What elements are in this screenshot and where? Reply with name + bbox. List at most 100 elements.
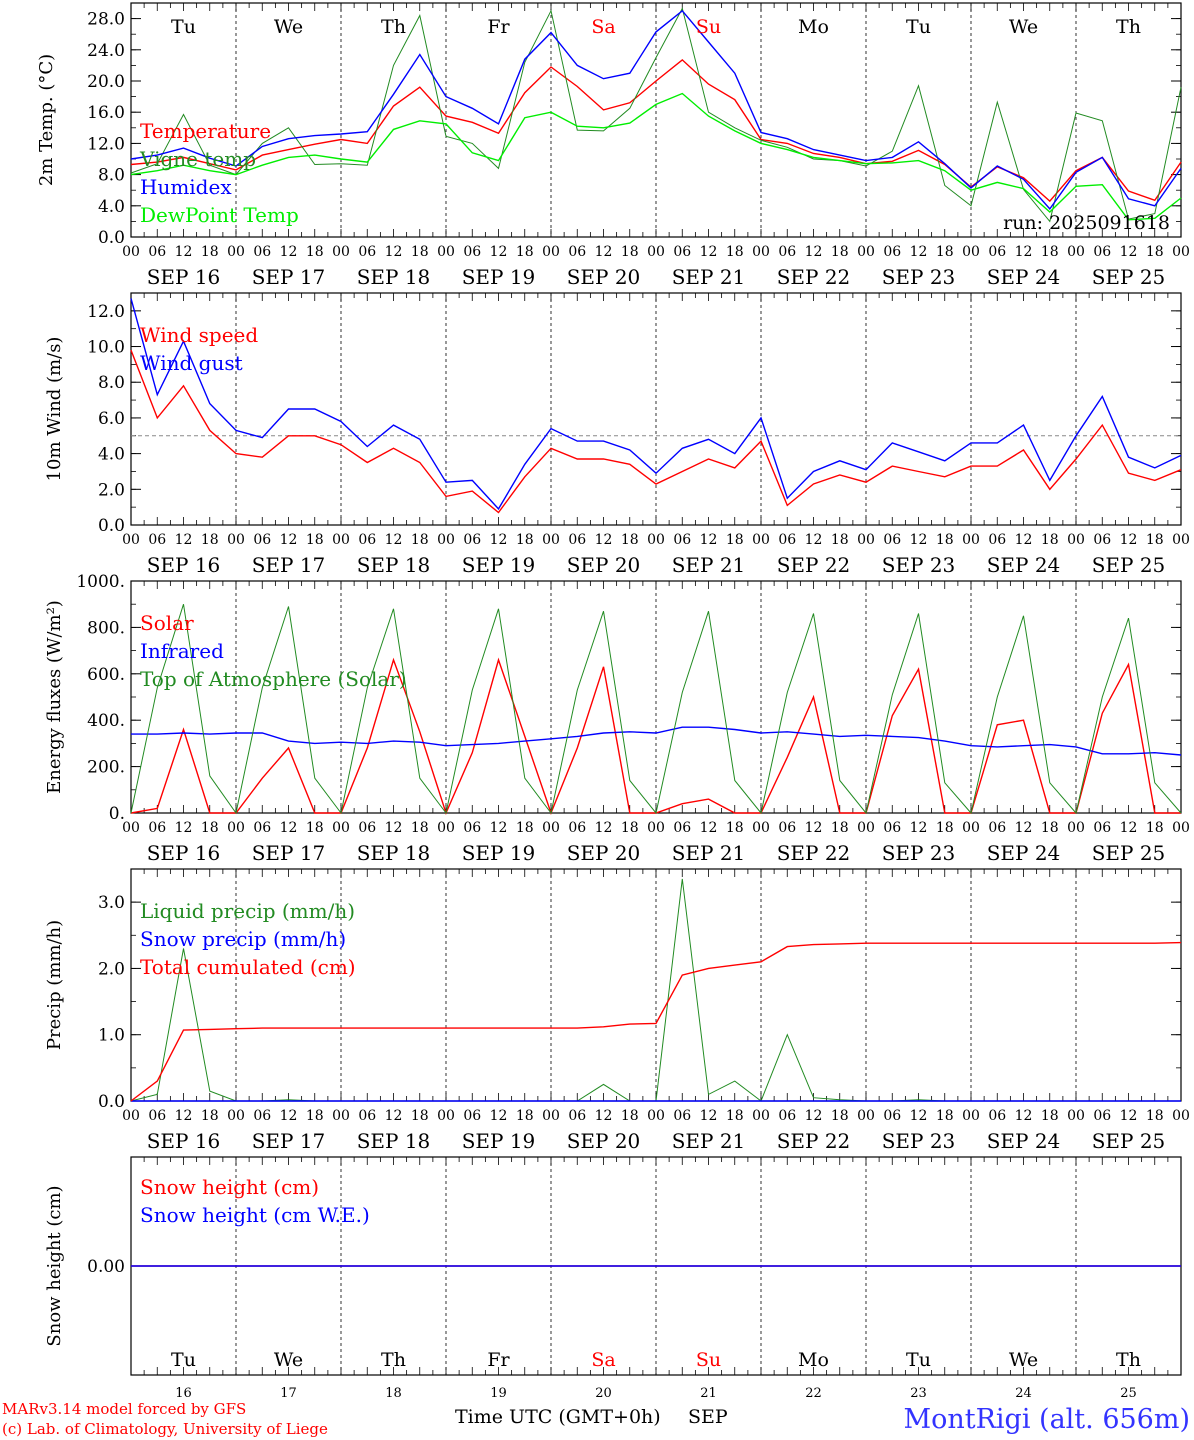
date-label: SEP 21 <box>672 553 746 577</box>
hour-label: 00 <box>1067 532 1085 548</box>
hour-label: 18 <box>1041 244 1059 260</box>
legend-entry: Snow height (cm) <box>140 1175 319 1199</box>
date-label: SEP 24 <box>987 1129 1061 1153</box>
hour-label: 18 <box>306 244 324 260</box>
day-number-label: 20 <box>595 1386 612 1401</box>
y-tick-label: 8.0 <box>98 166 125 186</box>
y-axis-label: Snow height (cm) <box>44 1185 65 1346</box>
series-line-3 <box>130 941 1182 1102</box>
hour-label: 00 <box>752 820 770 836</box>
hour-label: 12 <box>385 532 403 548</box>
hour-label: 06 <box>463 244 481 260</box>
hour-label: 12 <box>595 244 613 260</box>
hour-label: 00 <box>437 532 455 548</box>
hour-label: 12 <box>595 820 613 836</box>
date-label: SEP 24 <box>987 841 1061 865</box>
weekday-label: Sa <box>591 1349 615 1371</box>
y-tick-label: 800. <box>87 618 125 638</box>
y-tick-label: 1.0 <box>98 1026 125 1046</box>
legend-entry: Wind gust <box>140 351 243 375</box>
hour-label: 12 <box>1015 532 1033 548</box>
series-line-3 <box>130 604 1182 815</box>
hour-label: 06 <box>883 532 901 548</box>
day-number-label: 21 <box>700 1386 717 1401</box>
hour-label: 18 <box>936 1108 954 1124</box>
hour-label: 06 <box>883 244 901 260</box>
hour-label: 12 <box>385 1108 403 1124</box>
hour-label: 00 <box>332 1108 350 1124</box>
hour-label: 18 <box>726 532 744 548</box>
hour-label: 00 <box>227 532 245 548</box>
hour-label: 06 <box>988 820 1006 836</box>
y-axis-label: 10m Wind (m/s) <box>44 337 65 482</box>
hour-label: 06 <box>883 820 901 836</box>
y-tick-label: 28.0 <box>87 10 125 30</box>
date-label: SEP 17 <box>252 553 326 577</box>
date-label: SEP 21 <box>672 1129 746 1153</box>
hour-label: 00 <box>647 820 665 836</box>
date-label: SEP 16 <box>147 265 221 289</box>
legend-entry: Snow height (cm W.E.) <box>140 1203 370 1227</box>
hour-label: 12 <box>1120 244 1138 260</box>
hour-label: 06 <box>568 244 586 260</box>
date-label: SEP 18 <box>357 553 431 577</box>
hour-label: 00 <box>437 1108 455 1124</box>
hour-label: 12 <box>1120 532 1138 548</box>
hour-label: 12 <box>280 1108 298 1124</box>
date-label: SEP 16 <box>147 841 221 865</box>
hour-label: 18 <box>621 1108 639 1124</box>
hour-label: 12 <box>700 820 718 836</box>
date-label: SEP 21 <box>672 265 746 289</box>
hour-label: 12 <box>910 532 928 548</box>
hour-label: 00 <box>1067 244 1085 260</box>
hour-label: 00 <box>647 1108 665 1124</box>
date-label: SEP 23 <box>882 265 956 289</box>
hour-label: 18 <box>621 532 639 548</box>
hour-label: 00 <box>857 1108 875 1124</box>
y-tick-label: 10.0 <box>87 338 125 358</box>
legend-entry: Humidex <box>140 175 232 199</box>
hour-label: 18 <box>726 244 744 260</box>
series-line-2 <box>131 726 1182 756</box>
legend-entry: Total cumulated (cm) <box>140 955 356 979</box>
hour-label: 00 <box>332 244 350 260</box>
y-tick-label: 0. <box>109 804 125 824</box>
y-tick-label: 200. <box>87 758 125 778</box>
hour-label: 00 <box>962 532 980 548</box>
hour-label: 06 <box>358 1108 376 1124</box>
y-tick-label: 0.00 <box>87 1257 125 1277</box>
hour-label: 00 <box>542 820 560 836</box>
hour-label: 06 <box>253 820 271 836</box>
date-label: SEP 19 <box>462 553 536 577</box>
hour-label: 18 <box>201 1108 219 1124</box>
hour-label: 18 <box>1041 532 1059 548</box>
date-label: SEP 17 <box>252 1129 326 1153</box>
y-tick-label: 2.0 <box>98 480 125 500</box>
hour-label: 18 <box>936 820 954 836</box>
hour-label: 00 <box>962 1108 980 1124</box>
hour-label: 06 <box>1093 820 1111 836</box>
hour-label: 12 <box>1015 1108 1033 1124</box>
hour-label: 00 <box>752 1108 770 1124</box>
weekday-label: Fr <box>487 1349 510 1371</box>
hour-label: 00 <box>227 820 245 836</box>
hour-label: 00 <box>752 532 770 548</box>
weekday-label: Su <box>696 1349 721 1371</box>
panel-1: 0.0 4.0 8.0 12.0 16.0 20.0 24.0 28.0 2m Temp. (°… <box>36 2 1190 289</box>
hour-label: 06 <box>358 244 376 260</box>
hour-label: 06 <box>673 820 691 836</box>
series-line-2 <box>130 7 1182 223</box>
hour-label: 12 <box>175 244 193 260</box>
series-line-3 <box>130 9 1182 211</box>
hour-label: 06 <box>148 1108 166 1124</box>
hour-label: 12 <box>700 1108 718 1124</box>
hour-label: 06 <box>358 820 376 836</box>
hour-label: 18 <box>306 1108 324 1124</box>
hour-label: 00 <box>1067 820 1085 836</box>
hour-label: 18 <box>726 1108 744 1124</box>
day-number-label: 24 <box>1015 1386 1032 1401</box>
hour-label: 12 <box>490 244 508 260</box>
hour-label: 12 <box>805 1108 823 1124</box>
hour-label: 00 <box>122 1108 140 1124</box>
